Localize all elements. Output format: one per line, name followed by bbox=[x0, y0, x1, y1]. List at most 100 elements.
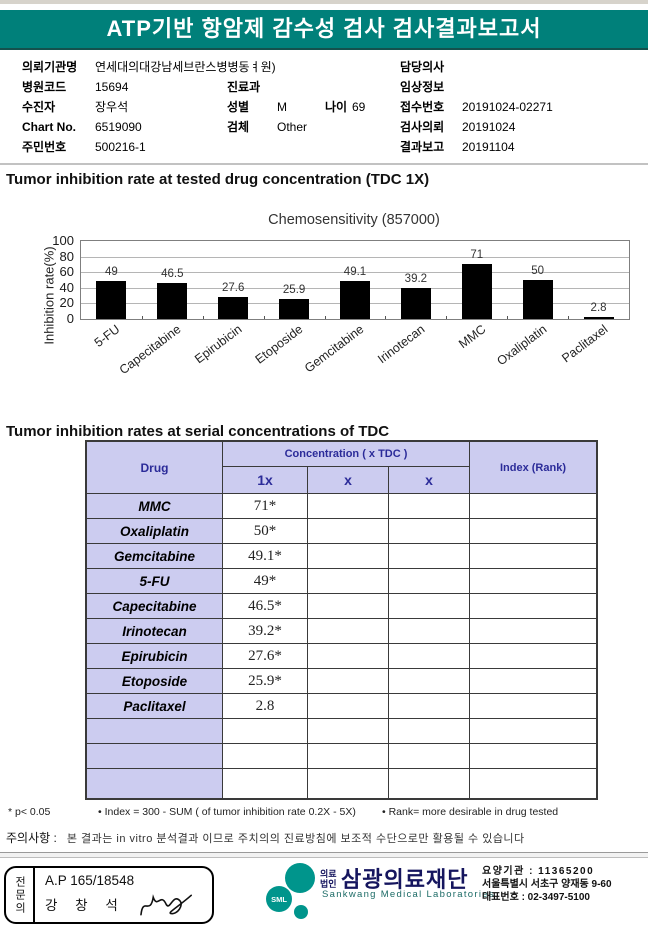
bar bbox=[583, 316, 614, 319]
x-axis-label: Oxaliplatin bbox=[494, 322, 550, 369]
value-cell-x3 bbox=[388, 618, 470, 644]
value-cell-1x: 2.8 bbox=[222, 693, 308, 719]
value-cell-1x: 49* bbox=[222, 568, 308, 594]
table-row: Oxaliplatin 50* bbox=[85, 518, 598, 544]
info-value: M bbox=[277, 100, 287, 114]
stamp-doctor-name: 강 창 석 bbox=[45, 898, 125, 913]
index-rank-cell bbox=[469, 493, 598, 519]
info-row: 임상정보 bbox=[400, 77, 553, 97]
info-label: 담당의사 bbox=[400, 60, 445, 74]
table-subheader-x2: x bbox=[307, 466, 389, 494]
bar-value-label: 27.6 bbox=[222, 282, 245, 295]
drug-cell: MMC bbox=[85, 493, 223, 519]
value-cell-x3 bbox=[388, 518, 470, 544]
bar bbox=[522, 280, 553, 319]
value-cell-x3 bbox=[388, 743, 470, 769]
value-cell-x3 bbox=[388, 668, 470, 694]
info-value: 20191024 bbox=[462, 120, 516, 134]
info-row: 성별 M 나이 69 bbox=[227, 97, 365, 117]
signature-scribble bbox=[140, 894, 193, 916]
value-cell-x3 bbox=[388, 543, 470, 569]
info-row: 주민번호 500216-1 bbox=[22, 137, 276, 157]
info-value: 20191024-02271 bbox=[462, 100, 553, 114]
org-prefix-medical: 의료 bbox=[320, 869, 337, 879]
footnote-rank: • Rank= more desirable in drug tested bbox=[382, 806, 559, 818]
drug-cell: Etoposide bbox=[85, 668, 223, 694]
info-row: 의뢰기관명 연세대의대강남세브란스병병동ㅕ원) bbox=[22, 57, 276, 77]
info-label: 접수번호 bbox=[400, 100, 445, 114]
info-row: 접수번호 20191024-02271 bbox=[400, 97, 553, 117]
drug-cell bbox=[85, 768, 223, 799]
table-subheader-1x: 1x bbox=[222, 466, 308, 494]
table-row: MMC 71* bbox=[85, 493, 598, 519]
index-rank-cell bbox=[469, 618, 598, 644]
bar bbox=[279, 298, 310, 319]
x-axis-label: Epirubicin bbox=[192, 322, 245, 367]
bar-value-label: 49.1 bbox=[343, 265, 367, 278]
index-rank-cell bbox=[469, 718, 598, 744]
info-label: 결과보고 bbox=[400, 140, 445, 154]
patient-info-left-column: 의뢰기관명 연세대의대강남세브란스병병동ㅕ원) 병원코드 15694 수진자 장우석 Cha… bbox=[22, 57, 276, 157]
info-row: 검체 Other bbox=[227, 117, 365, 137]
org-address-block: 요양기관 : 11365200 서울특별시 서초구 양재동 9-60 대표번호 … bbox=[482, 865, 612, 904]
table-row bbox=[85, 743, 598, 769]
org-prefix-corp: 법인 bbox=[320, 879, 337, 889]
bar-value-label: 50 bbox=[531, 265, 545, 277]
info-row: 수진자 장우석 bbox=[22, 97, 276, 117]
table-header-index-rank: Index (Rank) bbox=[469, 440, 598, 494]
table-body: MMC 71* Oxaliplatin 50* Gemcitabine 49.1* 5-FU… bbox=[85, 493, 598, 799]
value-cell-1x bbox=[222, 768, 308, 799]
info-label: 진료과 bbox=[227, 80, 261, 94]
info-value: 6519090 bbox=[95, 120, 142, 134]
value-cell-x2 bbox=[307, 568, 389, 594]
value-cell-x3 bbox=[388, 768, 470, 799]
index-rank-cell bbox=[469, 668, 598, 694]
drug-cell bbox=[85, 718, 223, 744]
info-label: 의뢰기관명 bbox=[22, 60, 78, 74]
value-cell-x2 bbox=[307, 493, 389, 519]
drug-cell: Epirubicin bbox=[85, 643, 223, 669]
bar bbox=[96, 280, 127, 319]
y-axis-tick-label: 0 bbox=[66, 311, 74, 326]
sml-logo: SML bbox=[266, 863, 315, 919]
section-divider bbox=[0, 163, 648, 165]
org-prefix: 의료 법인 bbox=[320, 869, 337, 889]
value-cell-x2 bbox=[307, 643, 389, 669]
chart-plot: 49 46.5 27.6 25.9 49.1 39.2 71 50 2.8 bbox=[80, 240, 630, 320]
index-rank-cell bbox=[469, 693, 598, 719]
org-provider-number: 요양기관 : 11365200 bbox=[482, 866, 595, 877]
chart-title: Chemosensitivity (857000) bbox=[268, 212, 440, 228]
bar-value-label: 71 bbox=[470, 248, 484, 261]
info-row: 검사의뢰 20191024 bbox=[400, 117, 553, 137]
value-cell-x2 bbox=[307, 768, 389, 799]
value-cell-1x: 49.1* bbox=[222, 543, 308, 569]
x-axis-label: Gemcitabine bbox=[301, 322, 367, 376]
info-value: 연세대의대강남세브란스병병동ㅕ원) bbox=[95, 60, 276, 74]
value-cell-x2 bbox=[307, 543, 389, 569]
table-header-concentration: Concentration ( x TDC ) bbox=[222, 440, 470, 467]
index-rank-cell bbox=[469, 518, 598, 544]
org-name: 삼광의료재단 bbox=[341, 867, 469, 892]
drug-cell: 5-FU bbox=[85, 568, 223, 594]
x-axis-tick bbox=[202, 316, 204, 319]
table-subheader-x3: x bbox=[388, 466, 470, 494]
x-axis-tick bbox=[507, 316, 509, 319]
y-axis-tick-label: 40 bbox=[59, 279, 74, 295]
bar bbox=[461, 263, 492, 319]
drug-cell: Irinotecan bbox=[85, 618, 223, 644]
value-cell-1x: 50* bbox=[222, 518, 308, 544]
org-address: 서울특별시 서초구 양재동 9-60 bbox=[482, 879, 612, 890]
value-cell-x3 bbox=[388, 693, 470, 719]
patient-info-section: 의뢰기관명 연세대의대강남세브란스병병동ㅕ원) 병원코드 15694 수진자 장우석 Cha… bbox=[0, 52, 648, 162]
x-axis-tick bbox=[141, 316, 143, 319]
value-cell-1x: 71* bbox=[222, 493, 308, 519]
info-value: Other bbox=[277, 120, 308, 134]
table-row: 5-FU 49* bbox=[85, 568, 598, 594]
info-row: 담당의사 bbox=[400, 57, 553, 77]
gridline bbox=[81, 272, 629, 274]
x-axis-label: Capecitabine bbox=[117, 322, 184, 378]
bar bbox=[400, 288, 431, 319]
value-cell-x2 bbox=[307, 618, 389, 644]
x-axis-label: Paclitaxel bbox=[558, 322, 610, 366]
